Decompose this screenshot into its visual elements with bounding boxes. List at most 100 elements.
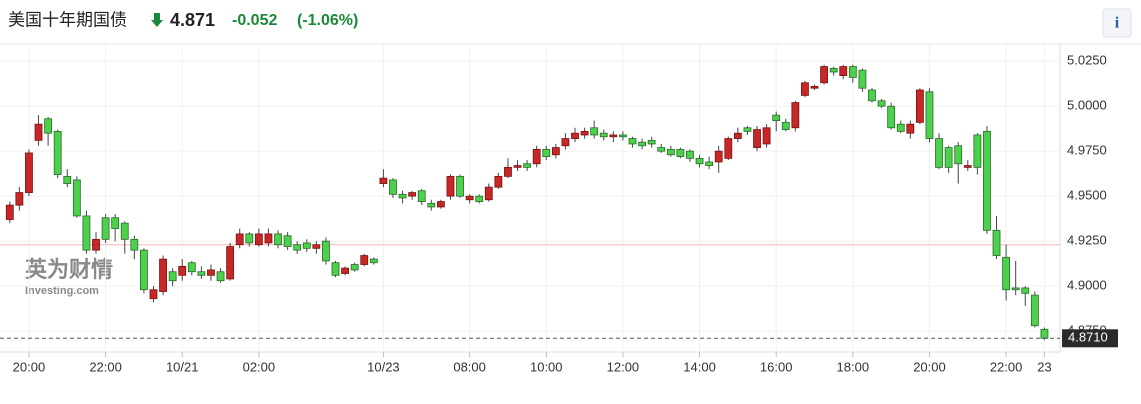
- candle-body: [676, 148, 685, 157]
- y-tick-label: 5.0000: [1067, 98, 1107, 113]
- y-tick-label: 4.9500: [1067, 188, 1107, 203]
- candle-body: [446, 175, 455, 197]
- x-tick-label: 10/21: [166, 359, 199, 374]
- candle-body: [858, 69, 867, 89]
- candle-body: [619, 134, 627, 138]
- candle-body: [1011, 287, 1020, 291]
- candle-body: [494, 175, 503, 188]
- change-pct: (-1.06%): [297, 12, 358, 29]
- candle-body: [130, 238, 139, 251]
- candle-body: [475, 195, 484, 202]
- candle-body: [542, 148, 551, 157]
- watermark-brand: 英为财情: [25, 257, 113, 282]
- candle-body: [149, 289, 158, 300]
- candle-body: [935, 138, 943, 168]
- x-tick-label: 16:00: [760, 359, 793, 374]
- candle-body: [820, 66, 828, 84]
- candle-body: [389, 179, 397, 195]
- candle-body: [322, 240, 330, 262]
- candle-body: [944, 147, 953, 168]
- candle-body: [1002, 256, 1011, 291]
- candle-body: [226, 246, 235, 280]
- y-tick-label: 4.9000: [1067, 278, 1107, 293]
- candle-body: [1030, 294, 1039, 327]
- candle-body: [628, 138, 637, 145]
- x-tick-label: 14:00: [683, 359, 716, 374]
- candle-body: [15, 192, 24, 206]
- candle-body: [896, 123, 905, 132]
- x-tick-label: 18:00: [837, 359, 870, 374]
- candle-body: [839, 66, 848, 76]
- candle-body: [963, 165, 972, 168]
- down-arrow: [151, 13, 163, 27]
- candle-body: [772, 114, 781, 121]
- candle-body: [705, 161, 714, 166]
- candle-body: [63, 175, 72, 184]
- candle-body: [216, 271, 225, 282]
- x-tick-label: 22:00: [89, 359, 122, 374]
- candle-body: [1040, 328, 1049, 339]
- candle-body: [657, 147, 666, 152]
- candle-body: [34, 123, 43, 141]
- y-tick-label: 5.0250: [1067, 53, 1107, 68]
- candle-body: [638, 141, 646, 147]
- candle-body: [599, 132, 608, 138]
- candle-body: [302, 242, 311, 249]
- candle-body: [887, 105, 896, 129]
- candle-body: [187, 262, 196, 273]
- candle-body: [868, 89, 876, 102]
- candle-body: [312, 244, 321, 249]
- candle-body: [369, 258, 378, 264]
- candle-body: [753, 129, 761, 148]
- candle-body: [590, 127, 599, 136]
- candle-body: [101, 217, 110, 240]
- info-icon[interactable]: i: [1115, 15, 1120, 32]
- candle-body: [360, 255, 369, 265]
- candle-body: [551, 147, 560, 156]
- candle-body: [178, 265, 187, 276]
- candle-body: [293, 244, 302, 251]
- instrument-title: 美国十年期国债: [8, 10, 127, 29]
- candle-body: [264, 233, 273, 244]
- candle-body: [341, 267, 349, 274]
- candle-body: [915, 89, 924, 123]
- candle-body: [456, 175, 464, 197]
- candle-body: [695, 157, 704, 165]
- candle-body: [666, 148, 675, 156]
- candle-body: [417, 190, 426, 202]
- candle-body: [207, 269, 215, 276]
- candle-body: [714, 150, 723, 163]
- candle-body: [140, 249, 148, 291]
- last-price-label: 4.8710: [1068, 330, 1108, 345]
- candle-body: [983, 130, 991, 231]
- candle-body: [274, 233, 282, 246]
- candle-body: [92, 238, 100, 251]
- x-tick-label: 20:00: [13, 359, 46, 374]
- candle-body: [197, 271, 206, 276]
- last-price-box: [1062, 329, 1118, 348]
- candle-body: [484, 186, 493, 201]
- candle-body: [72, 179, 81, 217]
- x-tick-label: 20:00: [913, 359, 946, 374]
- candle-body: [159, 258, 167, 292]
- x-tick-label: 23: [1037, 359, 1051, 374]
- candle-body: [925, 91, 934, 139]
- candle-body: [436, 201, 445, 208]
- candle-body: [829, 67, 838, 73]
- candle-body: [25, 152, 33, 193]
- candle-body: [532, 148, 541, 165]
- candle-body: [973, 134, 982, 168]
- candle-body: [743, 127, 752, 132]
- y-tick-label: 4.9750: [1067, 143, 1107, 158]
- candle-body: [801, 82, 809, 96]
- price: 4.871: [170, 10, 215, 30]
- candle-body: [848, 66, 857, 78]
- candle-body: [1021, 287, 1030, 294]
- candle-body: [331, 262, 340, 276]
- candle-body: [724, 138, 733, 159]
- candle-body: [44, 118, 53, 134]
- info-button[interactable]: [1102, 8, 1132, 38]
- candle-body: [580, 130, 589, 136]
